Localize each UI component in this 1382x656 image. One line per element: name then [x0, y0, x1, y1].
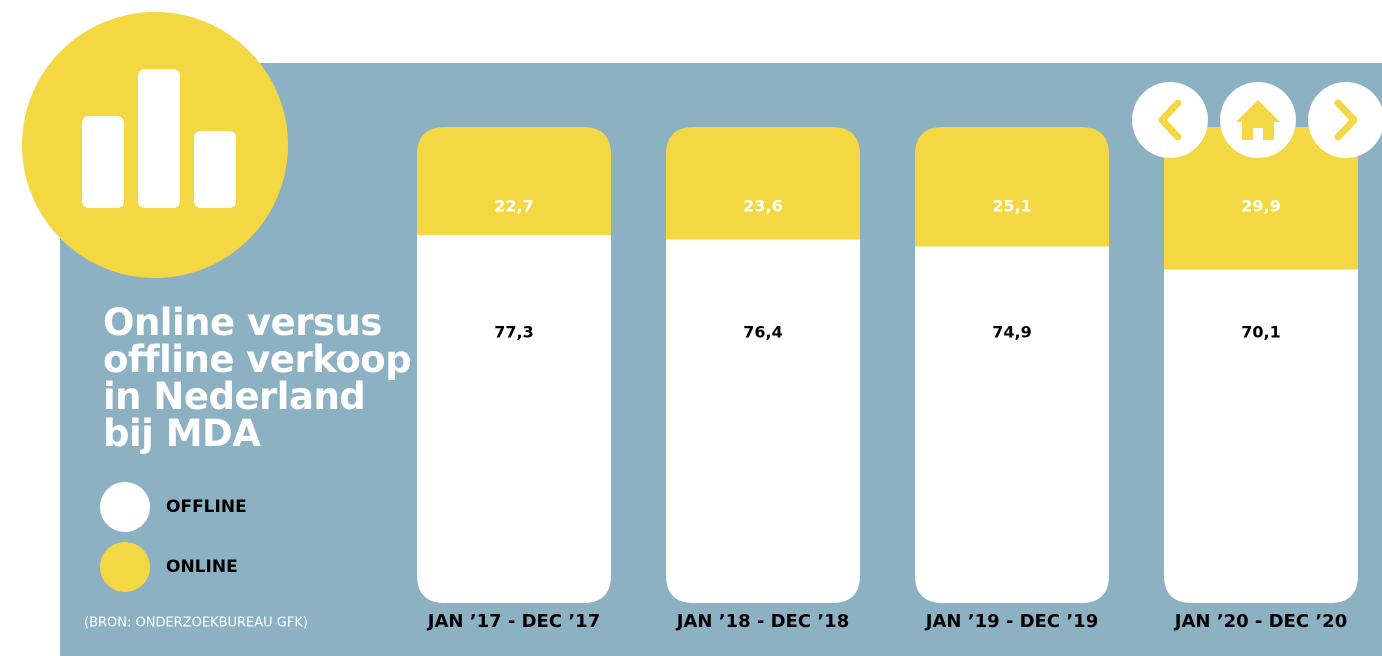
legend-swatch: [100, 482, 150, 532]
bar-segment: [666, 127, 860, 240]
legend-label: OFFLINE: [166, 497, 247, 517]
value-label: 22,7: [494, 197, 533, 216]
value-label: 74,9: [992, 323, 1031, 342]
source: (BRON: ONDERZOEKBUREAU GFK): [84, 616, 308, 631]
value-label: 70,1: [1241, 323, 1280, 342]
x-tick-label: JAN ’17 - DEC ’17: [426, 611, 600, 632]
bar-segment: [915, 127, 1109, 247]
value-label: 29,9: [1241, 197, 1280, 216]
nav-home[interactable]: [1220, 82, 1296, 158]
bar-segment: [1164, 269, 1358, 603]
bar-segment: [1164, 127, 1358, 270]
nav-prev[interactable]: [1132, 82, 1208, 158]
value-label: 25,1: [992, 197, 1031, 216]
x-tick-label: JAN ’20 - DEC ’20: [1173, 611, 1347, 632]
chart-icon: [82, 69, 236, 208]
x-tick-label: JAN ’18 - DEC ’18: [675, 611, 849, 632]
bar-segment: [915, 246, 1109, 603]
x-tick-label: JAN ’19 - DEC ’19: [924, 611, 1098, 632]
nav-next[interactable]: [1308, 82, 1382, 158]
chart-title: Online versus offline verkoop in Nederla…: [103, 301, 412, 455]
bar-segment: [417, 127, 611, 236]
legend-label: ONLINE: [166, 557, 238, 577]
bar-segment: [666, 239, 860, 603]
value-label: 76,4: [743, 323, 782, 342]
value-label: 23,6: [743, 197, 782, 216]
legend-swatch: [100, 542, 150, 592]
bar-segment: [417, 235, 611, 603]
value-label: 77,3: [494, 323, 533, 342]
